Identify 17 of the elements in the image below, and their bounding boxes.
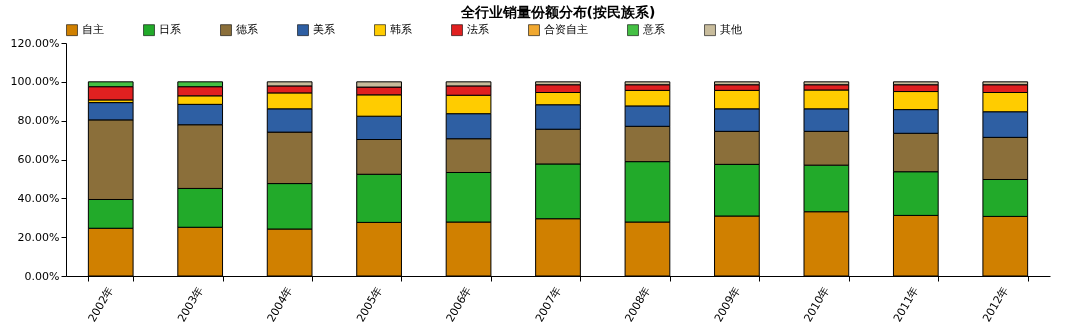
legend-label: 合资自主 bbox=[544, 23, 588, 37]
y-tick-label: 120.00% bbox=[10, 36, 60, 50]
y-tick-label: 100.00% bbox=[10, 75, 60, 89]
y-tick-label: 0.00% bbox=[24, 269, 60, 283]
legend-label: 自主 bbox=[82, 23, 104, 37]
legend-label: 其他 bbox=[720, 23, 742, 37]
y-tick-label: 60.00% bbox=[17, 153, 60, 166]
y-tick-label: 40.00% bbox=[17, 191, 60, 205]
y-tick-label: 80.00% bbox=[17, 114, 60, 128]
legend-label: 美系 bbox=[313, 23, 335, 37]
y-tick-label: 20.00% bbox=[17, 230, 60, 244]
chart-title: 全行业销量份额分布(按民族系) bbox=[459, 4, 656, 20]
legend-label: 韩系 bbox=[390, 23, 412, 37]
legend-label: 法系 bbox=[467, 23, 489, 37]
legend-label: 意系 bbox=[642, 23, 665, 37]
legend-label: 德系 bbox=[236, 23, 258, 37]
legend-label: 日系 bbox=[159, 23, 181, 37]
